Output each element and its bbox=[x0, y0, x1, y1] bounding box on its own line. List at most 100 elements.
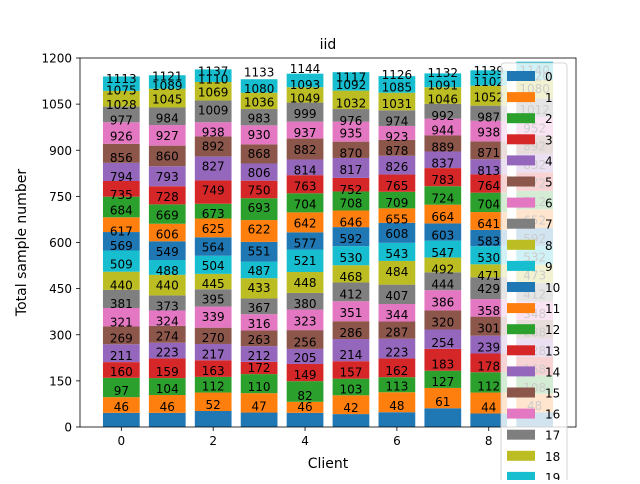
bar-label-client-4-class-6: 380 bbox=[294, 297, 317, 311]
legend-label-2: 2 bbox=[545, 112, 553, 126]
bar-segment-client-8-class-9 bbox=[470, 246, 508, 265]
bar-label-client-1-class-4: 274 bbox=[156, 330, 179, 344]
bar-label-client-0-class-11: 684 bbox=[110, 204, 133, 218]
bar-segment-client-0-class-15 bbox=[102, 143, 140, 163]
legend-swatch-11 bbox=[507, 303, 535, 314]
bar-segment-client-6-class-8 bbox=[378, 260, 416, 285]
y-tick-label: 750 bbox=[49, 190, 72, 204]
bar-segment-client-0-class-17 bbox=[102, 106, 140, 123]
bar-segment-client-8-class-15 bbox=[470, 141, 508, 160]
bar-label-client-7-class-9: 603 bbox=[431, 229, 454, 243]
bar-label-client-4-class-8: 521 bbox=[294, 254, 317, 268]
bar-segment-client-0-class-18 bbox=[102, 90, 140, 107]
bar-label-client-4-class-17: 1049 bbox=[290, 91, 321, 105]
bar-segment-client-1-class-11 bbox=[148, 223, 186, 242]
bar-segment-client-3-class-3 bbox=[240, 361, 278, 375]
bar-segment-client-4-class-13 bbox=[286, 175, 324, 194]
bar-label-client-1-class-9: 549 bbox=[156, 245, 179, 259]
bar-label-client-8-class-18: 1102 bbox=[473, 75, 504, 89]
bar-segment-client-2-class-17 bbox=[194, 100, 232, 123]
bar-label-client-3-class-17: 1036 bbox=[244, 95, 275, 109]
bar-label-client-8-class-6: 429 bbox=[477, 282, 500, 296]
bar-label-client-8-class-12: 764 bbox=[477, 179, 500, 193]
bar-label-client-8-class-10: 641 bbox=[477, 217, 500, 231]
bar-segment-client-2-class-18 bbox=[194, 81, 232, 101]
bar-segment-client-7-class-12 bbox=[424, 186, 462, 205]
bar-label-client-2-class-18: 1110 bbox=[198, 73, 229, 87]
bar-segment-client-7-class-17 bbox=[424, 103, 462, 119]
bar-segment-client-6-class-4 bbox=[378, 338, 416, 359]
bar-label-client-6-class-13: 826 bbox=[385, 160, 408, 174]
bar-label-client-0-class-19: 1113 bbox=[106, 72, 137, 86]
bar-label-client-8-class-1: 112 bbox=[477, 380, 500, 394]
bar-segment-client-8-class-18 bbox=[470, 85, 508, 106]
bar-label-client-2-class-10: 625 bbox=[202, 222, 225, 236]
bar-segment-client-1-class-8 bbox=[148, 274, 186, 296]
bar-segment-client-0-class-12 bbox=[102, 196, 140, 218]
bar-label-client-6-class-11: 709 bbox=[385, 196, 408, 210]
bar-label-client-5-class-17: 1032 bbox=[336, 97, 367, 111]
bar-segment-client-4-class-3 bbox=[286, 363, 324, 382]
bar-segment-client-6-class-2 bbox=[378, 377, 416, 393]
bar-segment-client-2-class-1 bbox=[194, 392, 232, 412]
bar-label-client-7-class-19: 1132 bbox=[428, 66, 459, 80]
bar-segment-client-4-class-16 bbox=[286, 121, 324, 139]
bar-label-client-7-class-18: 1091 bbox=[428, 79, 459, 93]
x-tick-label: 8 bbox=[485, 434, 493, 448]
bar-label-client-1-class-1: 104 bbox=[156, 382, 179, 396]
bar-segment-client-5-class-18 bbox=[332, 90, 370, 110]
bar-segment-client-1-class-14 bbox=[148, 166, 186, 187]
bar-label-client-8-class-4: 301 bbox=[477, 321, 500, 335]
bar-label-client-0-class-6: 381 bbox=[110, 297, 133, 311]
bar-segment-client-6-class-7 bbox=[378, 284, 416, 304]
bar-segment-client-4-class-5 bbox=[286, 330, 324, 349]
bar-label-client-2-class-1: 112 bbox=[202, 380, 225, 394]
bar-label-client-5-class-4: 286 bbox=[340, 326, 363, 340]
bar-segment-client-3-class-16 bbox=[240, 125, 278, 145]
bar-label-client-4-class-2: 149 bbox=[294, 368, 317, 382]
bar-label-client-3-class-6: 367 bbox=[248, 301, 271, 315]
bar-label-client-5-class-18: 1092 bbox=[336, 78, 367, 92]
bar-segment-client-1-class-7 bbox=[148, 295, 186, 311]
bar-segment-client-8-class-19 bbox=[470, 70, 508, 86]
bar-segment-client-3-class-10 bbox=[240, 241, 278, 262]
bar-label-client-6-class-5: 344 bbox=[385, 308, 408, 322]
bar-label-client-3-class-1: 110 bbox=[248, 380, 271, 394]
legend-label-9: 9 bbox=[545, 260, 553, 274]
y-tick-label: 450 bbox=[49, 282, 72, 296]
bar-segment-client-3-class-7 bbox=[240, 298, 278, 315]
legend-swatch-1 bbox=[507, 92, 535, 103]
bar-segment-client-1-class-4 bbox=[148, 342, 186, 359]
bar-segment-client-4-class-1 bbox=[286, 401, 324, 413]
legend-label-7: 7 bbox=[545, 218, 553, 232]
bar-segment-client-6-class-17 bbox=[378, 110, 416, 126]
bar-segment-client-7-class-5 bbox=[424, 310, 462, 330]
chart-title: iid bbox=[320, 37, 337, 53]
bar-segment-client-3-class-9 bbox=[240, 261, 278, 279]
bar-segment-client-4-class-12 bbox=[286, 193, 324, 213]
bar-label-client-3-class-16: 983 bbox=[248, 112, 271, 126]
bar-segment-client-7-class-14 bbox=[424, 151, 462, 169]
bar-segment-client-1-class-12 bbox=[148, 204, 186, 224]
bar-label-client-1-class-18: 1089 bbox=[152, 79, 183, 93]
bar-segment-client-1-class-15 bbox=[148, 145, 186, 167]
bar-label-client-2-class-14: 892 bbox=[202, 140, 225, 154]
bar-segment-client-7-class-13 bbox=[424, 168, 462, 187]
bar-label-client-0-class-7: 440 bbox=[110, 279, 133, 293]
bar-segment-client-3-class-4 bbox=[240, 346, 278, 362]
bar-segment-client-1-class-2 bbox=[148, 378, 186, 396]
bar-label-client-1-class-8: 488 bbox=[156, 264, 179, 278]
bar-label-client-3-class-11: 693 bbox=[248, 201, 271, 215]
bar-segment-client-6-class-0 bbox=[378, 412, 416, 427]
bar-segment-client-7-class-9 bbox=[424, 240, 462, 258]
bar-segment-client-6-class-10 bbox=[378, 222, 416, 243]
legend-swatch-15 bbox=[507, 387, 535, 398]
bar-label-client-0-class-15: 926 bbox=[110, 129, 133, 143]
bar-segment-client-1-class-16 bbox=[148, 125, 186, 146]
bar-label-client-3-class-15: 930 bbox=[248, 128, 271, 142]
bars-layer bbox=[102, 61, 554, 427]
bar-label-client-0-class-2: 160 bbox=[110, 365, 133, 379]
bar-label-client-1-class-3: 223 bbox=[156, 345, 179, 359]
bar-segment-client-5-class-9 bbox=[332, 246, 370, 266]
bar-segment-client-3-class-1 bbox=[240, 393, 278, 413]
